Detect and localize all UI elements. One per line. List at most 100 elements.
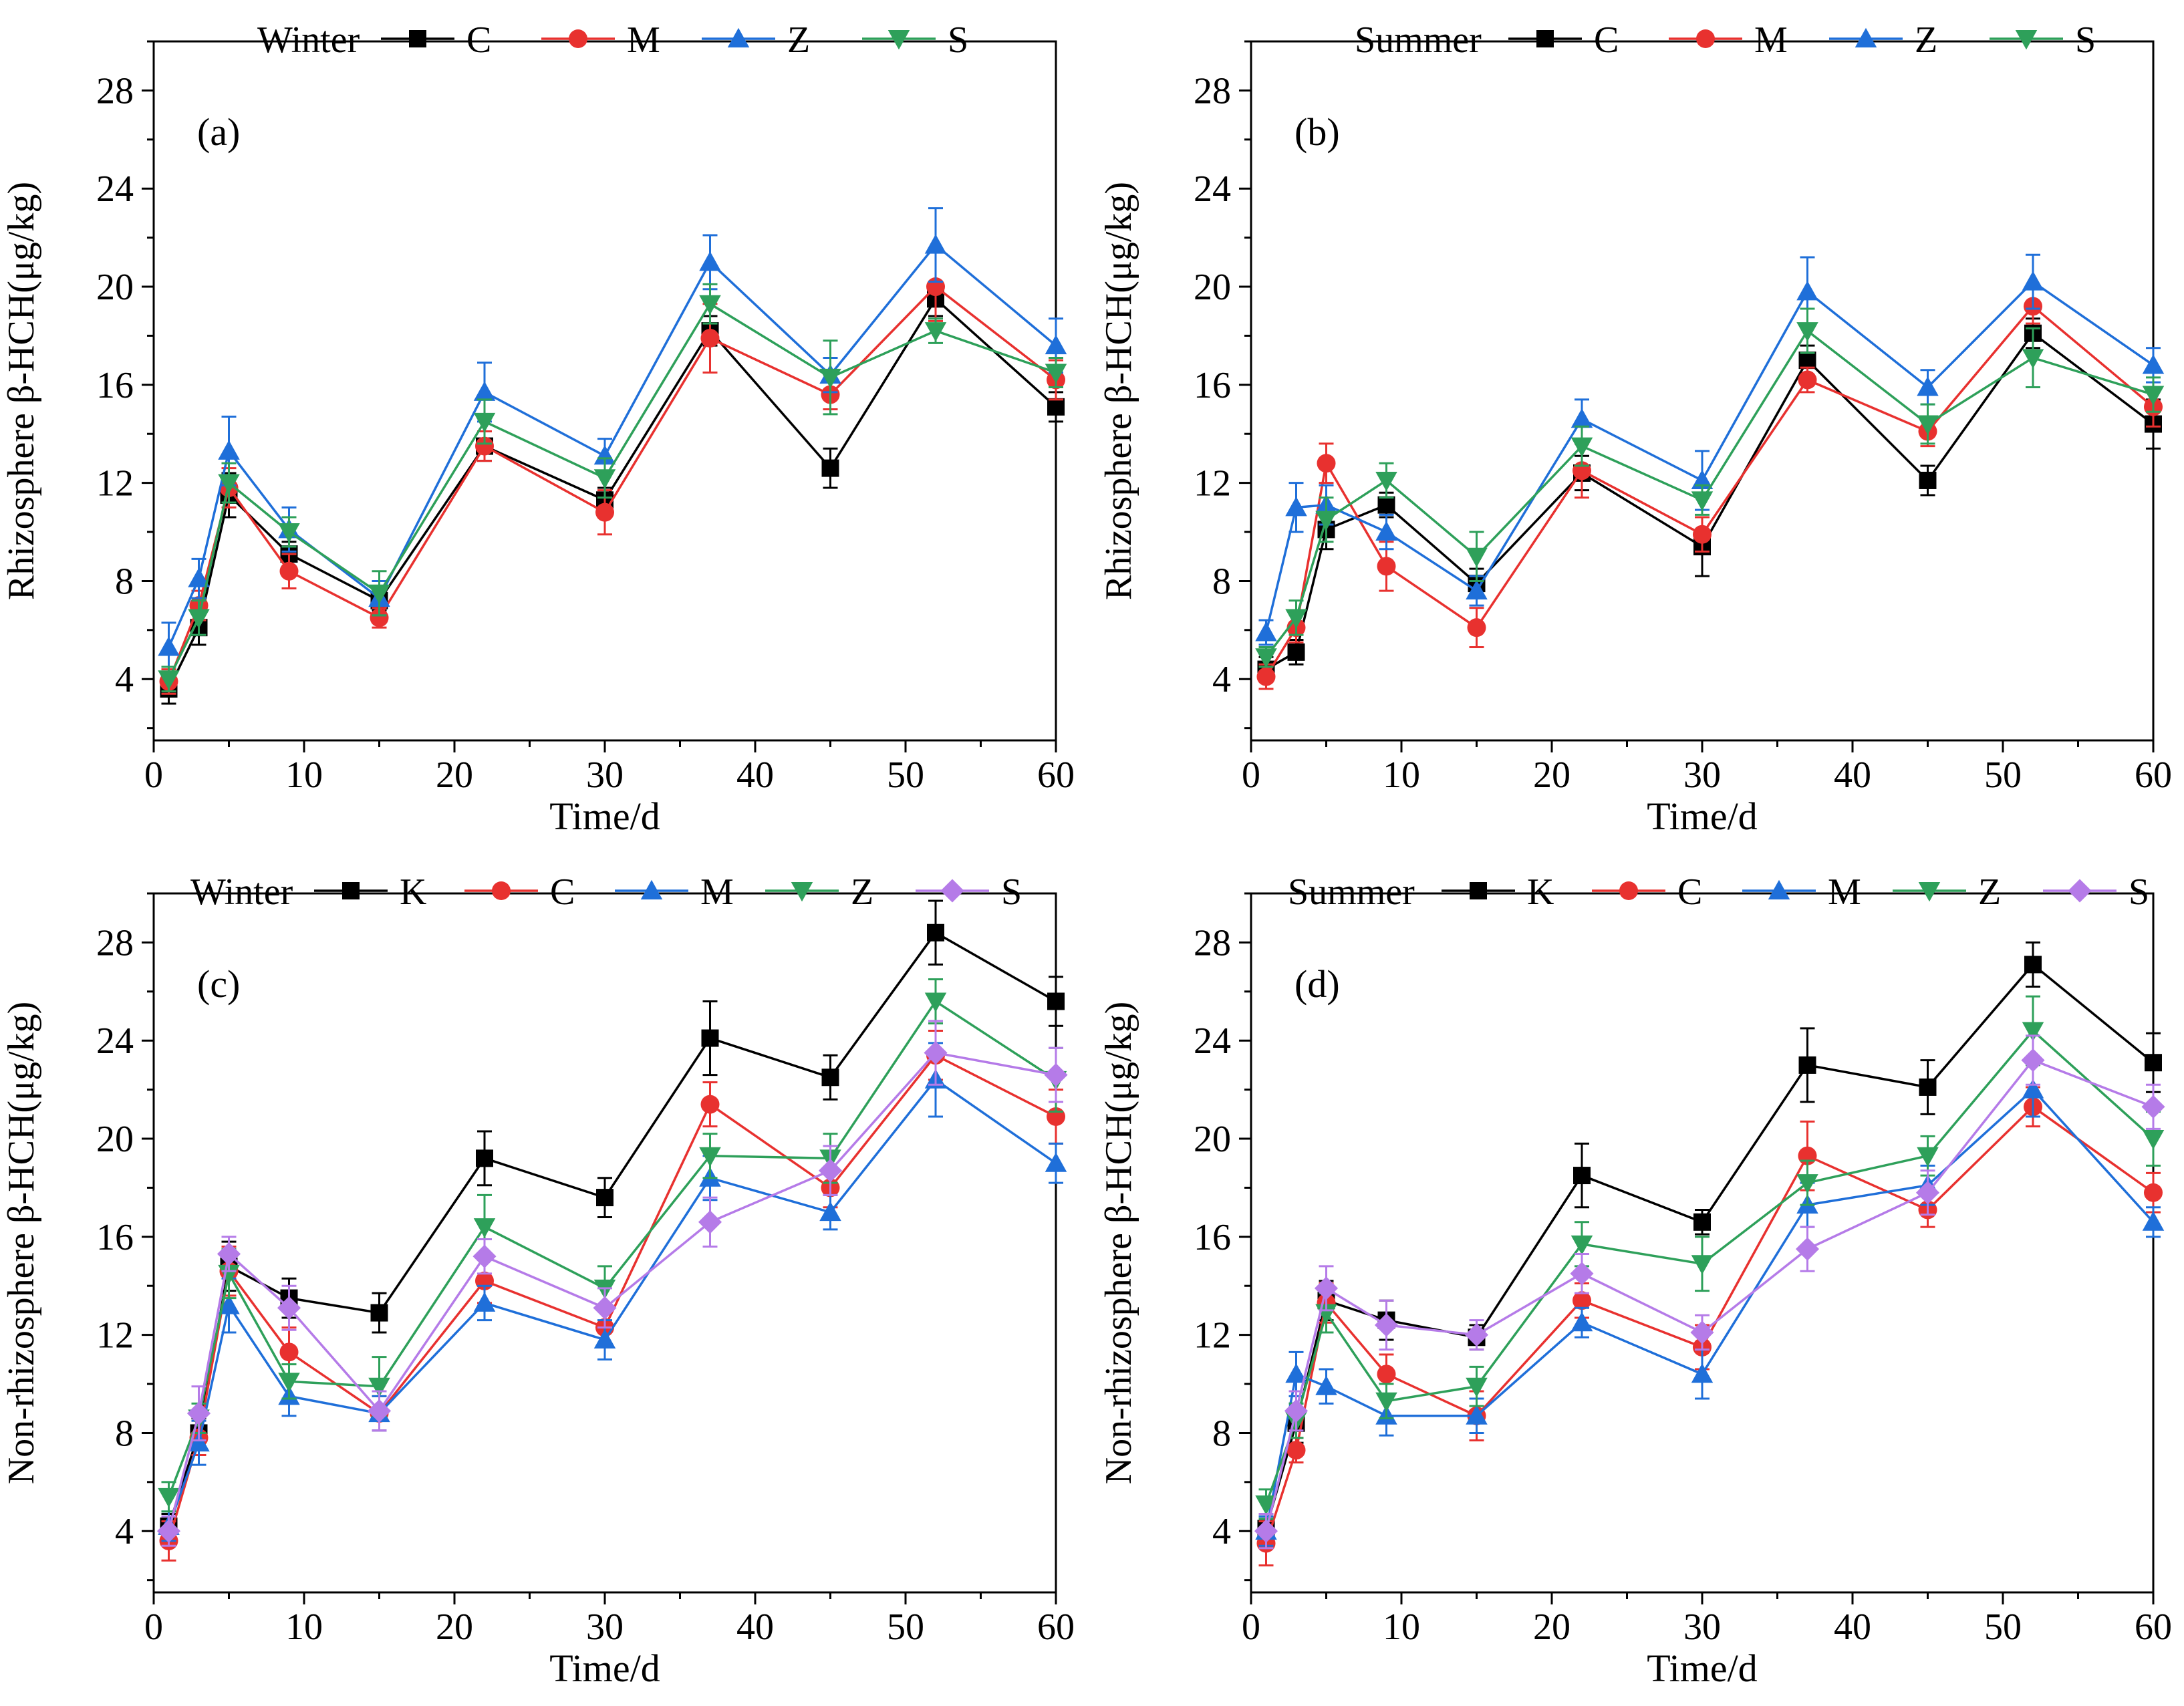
y-tick-label: 16 <box>96 365 134 406</box>
legend-entry: M <box>700 871 734 913</box>
legend-entry: Z <box>1978 871 2001 913</box>
y-axis-label: Rhizosphere β-HCH(μg/kg) <box>1 182 42 600</box>
data-point <box>1691 1255 1714 1275</box>
data-point <box>367 1399 392 1423</box>
legend-marker <box>492 881 511 900</box>
data-point <box>279 1342 299 1362</box>
data-point <box>2024 956 2042 974</box>
data-point <box>2144 1183 2163 1202</box>
data-point <box>698 1210 722 1234</box>
data-point <box>1375 471 1397 492</box>
data-point <box>188 609 210 629</box>
data-point <box>701 1029 719 1047</box>
legend-marker <box>1619 881 1638 900</box>
x-tick-label: 50 <box>1984 754 2022 796</box>
x-tick-label: 0 <box>144 1606 163 1648</box>
data-point <box>1286 1441 1306 1460</box>
data-point <box>2022 349 2044 369</box>
data-point <box>218 1264 240 1285</box>
x-tick-label: 0 <box>1242 1606 1260 1648</box>
data-point <box>1255 1495 1277 1516</box>
legend-entry: K <box>400 871 426 913</box>
data-point <box>924 992 947 1012</box>
panel-label: (d) <box>1294 962 1340 1006</box>
x-tick-label: 50 <box>887 1606 924 1648</box>
legend-marker <box>1855 27 1877 47</box>
data-point <box>475 436 494 456</box>
x-axis-label: Time/d <box>1647 795 1757 838</box>
data-point <box>1796 322 1818 342</box>
data-point <box>1254 1519 1278 1543</box>
y-tick-label: 16 <box>1194 1217 1231 1258</box>
y-tick-label: 4 <box>115 1511 134 1552</box>
legend-entry: K <box>1527 871 1554 913</box>
data-point <box>2141 1095 2165 1119</box>
y-tick-label: 24 <box>1194 1020 1231 1062</box>
y-tick-label: 20 <box>96 1119 134 1160</box>
data-point <box>699 1147 721 1167</box>
panel-label: (c) <box>197 962 240 1006</box>
legend-entry: C <box>550 871 575 913</box>
data-point <box>1374 1313 1399 1337</box>
legend-marker <box>2068 879 2092 903</box>
y-tick-label: 8 <box>1212 1413 1231 1454</box>
data-point <box>368 584 390 605</box>
data-point <box>1795 1237 1820 1261</box>
data-point <box>1314 1276 1339 1300</box>
series-M <box>1256 288 2163 690</box>
data-point <box>593 1296 617 1320</box>
data-point <box>924 1041 948 1065</box>
x-tick-label: 40 <box>1834 754 1871 796</box>
data-point <box>1919 1078 1937 1096</box>
data-point <box>1375 1392 1397 1412</box>
data-point <box>473 412 496 433</box>
x-axis-label: Time/d <box>1647 1647 1757 1690</box>
data-point <box>2142 386 2165 406</box>
legend-marker <box>727 27 750 47</box>
y-tick-label: 24 <box>96 1020 134 1062</box>
legend-entry: S <box>948 19 968 61</box>
data-point <box>1315 1375 1337 1395</box>
data-point <box>2022 1079 2044 1099</box>
legend-entry: S <box>2075 19 2096 61</box>
data-point <box>188 1431 210 1452</box>
data-point <box>2022 271 2044 291</box>
data-point <box>1375 521 1397 541</box>
data-point <box>476 1149 493 1167</box>
data-point <box>370 608 389 627</box>
x-tick-label: 60 <box>2135 754 2172 796</box>
x-tick-label: 60 <box>1037 1606 1075 1648</box>
y-axis-label: Non-rhizosphere β-HCH(μg/kg) <box>1098 1002 1139 1485</box>
data-point <box>1317 454 1336 473</box>
legend-entry: C <box>1594 19 1619 61</box>
x-tick-label: 50 <box>887 754 924 796</box>
data-point <box>279 561 299 581</box>
data-point <box>1285 1363 1307 1383</box>
legend-entry: M <box>1754 19 1788 61</box>
y-tick-label: 28 <box>96 922 134 964</box>
data-point <box>818 1159 843 1183</box>
data-point <box>1466 1405 1488 1425</box>
legend-title: Winter <box>190 871 293 913</box>
legend-marker <box>569 29 587 48</box>
legend-title: Summer <box>1355 19 1482 61</box>
data-point <box>218 1294 240 1314</box>
data-point <box>2142 1130 2165 1150</box>
data-point <box>924 234 947 254</box>
legend-entry: Z <box>787 19 810 61</box>
data-point <box>278 1373 300 1393</box>
y-tick-label: 4 <box>1212 1511 1231 1552</box>
legend-marker <box>940 879 964 903</box>
data-point <box>1691 469 1714 489</box>
data-point <box>1693 1213 1711 1231</box>
data-point <box>1917 376 1939 396</box>
data-point <box>156 1519 181 1543</box>
panel-label: (a) <box>197 110 240 154</box>
data-point <box>1255 621 1277 642</box>
data-point <box>370 1304 388 1322</box>
data-point <box>218 440 240 460</box>
data-point <box>1573 1167 1591 1185</box>
y-tick-label: 12 <box>96 1315 134 1357</box>
y-tick-label: 24 <box>96 168 134 210</box>
data-point <box>1287 643 1305 661</box>
